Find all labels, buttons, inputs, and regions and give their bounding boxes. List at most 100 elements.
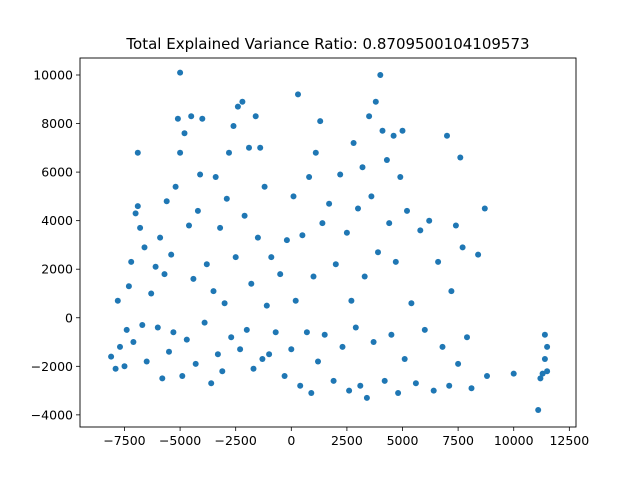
data-point bbox=[366, 113, 373, 120]
data-point bbox=[361, 273, 368, 280]
data-point bbox=[401, 356, 408, 362]
data-point bbox=[375, 249, 381, 256]
data-point bbox=[117, 343, 123, 350]
data-point bbox=[544, 368, 551, 375]
data-point bbox=[379, 127, 386, 134]
data-point bbox=[177, 149, 184, 156]
data-point bbox=[386, 220, 393, 227]
data-point bbox=[417, 227, 424, 234]
data-point bbox=[352, 324, 359, 331]
data-point bbox=[539, 370, 546, 377]
data-point bbox=[468, 385, 475, 392]
data-point bbox=[426, 217, 433, 224]
data-point bbox=[212, 174, 219, 180]
data-point bbox=[254, 234, 261, 241]
data-point bbox=[174, 115, 181, 122]
data-point bbox=[186, 222, 192, 229]
data-point bbox=[350, 140, 357, 146]
data-point bbox=[183, 336, 190, 343]
data-point bbox=[535, 407, 542, 413]
data-point bbox=[343, 229, 350, 236]
data-point bbox=[112, 365, 119, 372]
data-point bbox=[315, 358, 321, 365]
data-point bbox=[226, 149, 232, 156]
data-point bbox=[435, 258, 442, 265]
data-point bbox=[377, 72, 384, 78]
x-tick-label: 2500 bbox=[331, 433, 363, 448]
data-point bbox=[154, 324, 161, 331]
data-point bbox=[297, 382, 304, 389]
data-point bbox=[510, 370, 517, 377]
data-point bbox=[261, 183, 268, 190]
data-point bbox=[250, 365, 257, 372]
data-point bbox=[337, 171, 344, 178]
data-point bbox=[141, 244, 148, 251]
data-point bbox=[339, 343, 346, 350]
plot-frame bbox=[79, 57, 577, 428]
data-point bbox=[159, 375, 166, 382]
data-point bbox=[310, 273, 317, 280]
data-point bbox=[272, 329, 279, 336]
data-point bbox=[475, 251, 482, 258]
data-point bbox=[239, 98, 246, 105]
data-point bbox=[190, 275, 197, 282]
data-point bbox=[303, 329, 310, 336]
x-tick-label: 12500 bbox=[549, 433, 589, 448]
x-axis: −7500 −5000 −2500 0 2500 5000 7500 10000 12500 bbox=[103, 427, 589, 448]
data-point bbox=[230, 123, 237, 129]
data-point bbox=[177, 69, 184, 76]
y-axis: −4000 −2000 0 2000 4000 6000 8000 10000 bbox=[31, 67, 80, 422]
data-point bbox=[168, 251, 175, 258]
data-point bbox=[439, 343, 446, 350]
data-point bbox=[277, 271, 284, 278]
data-point bbox=[197, 171, 204, 178]
data-point bbox=[348, 297, 355, 304]
data-point bbox=[481, 205, 488, 212]
data-point bbox=[412, 380, 419, 387]
data-point bbox=[134, 203, 141, 210]
x-tick-label: −7500 bbox=[103, 433, 145, 448]
data-point bbox=[357, 382, 364, 389]
points-layer bbox=[108, 69, 551, 413]
data-point bbox=[128, 258, 135, 265]
y-tick-label: 2000 bbox=[41, 262, 73, 277]
data-point bbox=[299, 232, 306, 239]
data-point bbox=[157, 234, 164, 241]
data-point bbox=[306, 174, 313, 180]
data-point bbox=[121, 363, 128, 370]
data-point bbox=[108, 353, 115, 360]
data-point bbox=[330, 377, 337, 384]
data-point bbox=[232, 254, 239, 261]
data-point bbox=[326, 200, 333, 207]
data-point bbox=[290, 193, 297, 200]
data-point bbox=[388, 331, 395, 338]
data-point bbox=[390, 132, 397, 139]
data-point bbox=[288, 346, 295, 353]
data-point bbox=[457, 154, 464, 161]
data-point bbox=[221, 300, 228, 307]
data-point bbox=[446, 382, 453, 389]
data-point bbox=[397, 174, 404, 180]
y-tick-label: 0 bbox=[65, 310, 73, 325]
data-point bbox=[295, 91, 301, 98]
data-point bbox=[281, 373, 288, 379]
data-point bbox=[372, 98, 379, 105]
data-point bbox=[259, 356, 266, 362]
data-point bbox=[201, 319, 208, 326]
data-point bbox=[308, 390, 315, 396]
data-point bbox=[268, 254, 275, 261]
y-tick-label: −4000 bbox=[31, 407, 73, 422]
data-point bbox=[234, 103, 241, 110]
data-point bbox=[452, 222, 459, 229]
data-point bbox=[317, 118, 324, 125]
data-point bbox=[444, 132, 450, 139]
data-point bbox=[370, 339, 377, 345]
data-point bbox=[484, 373, 490, 379]
data-point bbox=[266, 351, 273, 358]
data-point bbox=[252, 113, 259, 120]
data-point bbox=[137, 224, 144, 231]
data-point bbox=[123, 326, 130, 333]
data-point bbox=[346, 387, 353, 394]
data-point bbox=[134, 149, 141, 156]
data-point bbox=[192, 360, 199, 367]
